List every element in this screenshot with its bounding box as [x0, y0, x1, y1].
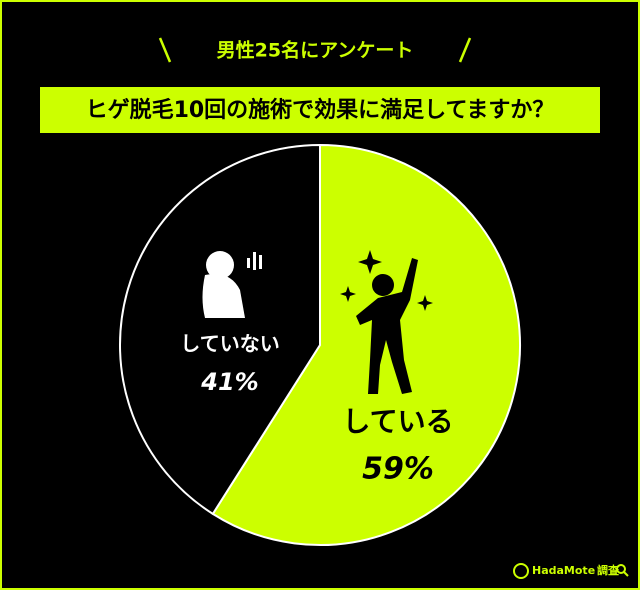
pie	[119, 143, 521, 546]
icon-happy	[340, 250, 433, 394]
search-icon	[623, 571, 629, 577]
brand: HadaMote	[532, 564, 595, 577]
header-deco	[158, 37, 172, 63]
logo	[513, 563, 529, 579]
icon-sad	[202, 251, 262, 318]
header: 男性25名にアンケート	[217, 39, 414, 62]
search-icon	[616, 564, 626, 574]
slice-label: していない	[180, 332, 279, 356]
pie-slice	[119, 143, 321, 516]
pie-slice	[211, 143, 521, 546]
title-box	[40, 87, 600, 133]
value-label: 59%	[362, 452, 434, 487]
slice-label: している	[342, 405, 453, 438]
chart-title: ヒゲ脱毛10回の施術で効果に満足してますか？	[86, 97, 555, 123]
footer: HadaMote 調査	[513, 563, 629, 579]
header-deco	[458, 37, 472, 63]
note: 調査	[597, 563, 619, 577]
value-label: 41%	[200, 368, 258, 396]
